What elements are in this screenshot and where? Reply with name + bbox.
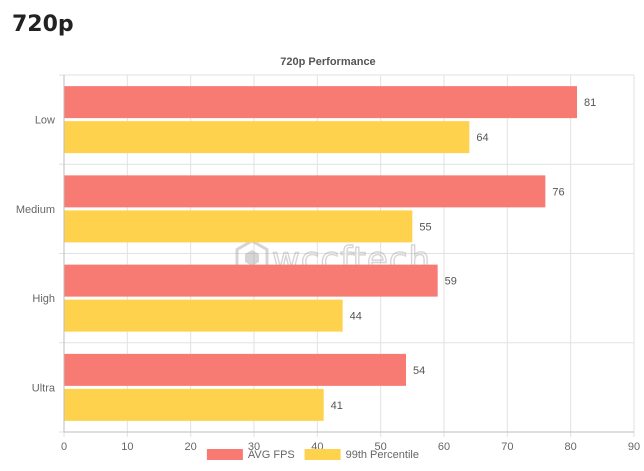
y-category-label: Low	[35, 115, 55, 127]
x-tick-label: 50	[375, 441, 387, 453]
data-label: 54	[413, 365, 425, 377]
bar	[64, 175, 546, 208]
data-label: 55	[419, 221, 431, 233]
legend-swatch	[206, 449, 243, 460]
y-category-label: Medium	[16, 204, 55, 216]
y-category-label: Ultra	[32, 382, 56, 394]
y-category-label: High	[32, 293, 55, 305]
data-labels: 81 64 76 55 59 44 54 41	[331, 97, 597, 412]
bar	[64, 299, 343, 332]
data-label: 64	[476, 132, 488, 144]
x-tick-label: 60	[438, 441, 450, 453]
data-label: 44	[350, 311, 362, 323]
x-tick-label: 30	[248, 441, 260, 453]
x-tick-label: 10	[121, 441, 133, 453]
bar	[64, 210, 413, 243]
x-tick-label: 20	[185, 441, 197, 453]
bars	[64, 86, 577, 421]
bar	[64, 353, 406, 386]
data-label: 41	[331, 400, 343, 412]
x-tick-label: 0	[61, 441, 67, 453]
bar	[64, 86, 577, 119]
data-label: 76	[552, 186, 564, 198]
x-tick-label: 80	[565, 441, 577, 453]
page-heading: 720p	[12, 12, 74, 37]
bar	[64, 264, 438, 297]
legend-label: 99th Percentile	[346, 449, 419, 461]
data-label: 59	[445, 276, 457, 288]
legend-swatch	[304, 449, 341, 460]
legend: AVG FPS 99th Percentile	[206, 449, 419, 461]
chart-title: 720p Performance	[280, 56, 375, 68]
x-tick-label: 70	[501, 441, 513, 453]
bar	[64, 388, 324, 421]
legend-label: AVG FPS	[248, 449, 295, 461]
data-label: 81	[584, 97, 596, 109]
bar	[64, 121, 470, 154]
x-tick-label: 90	[628, 441, 640, 453]
